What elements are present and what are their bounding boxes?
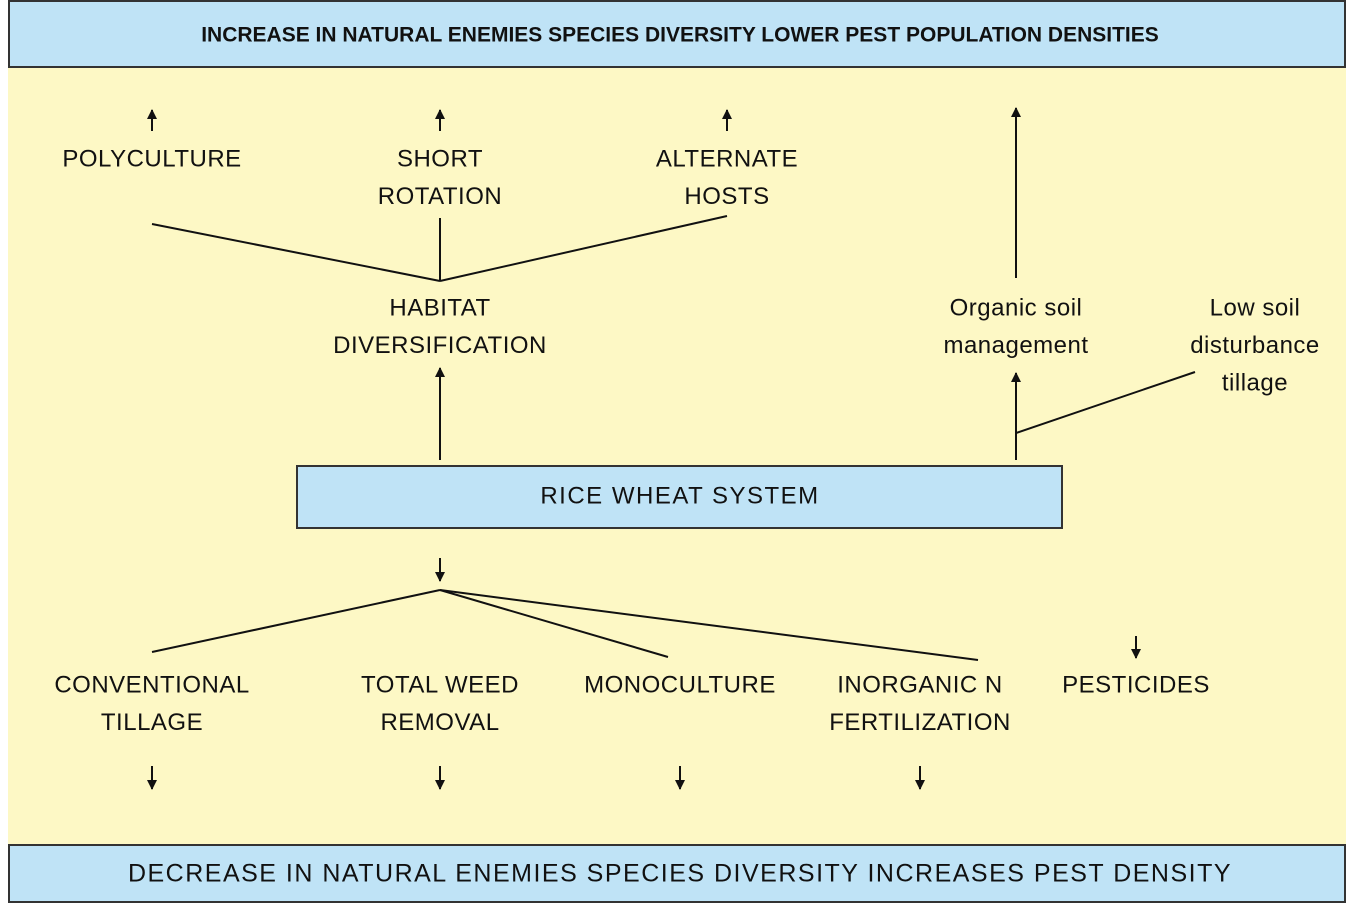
node-label: Low soil <box>1210 294 1301 321</box>
center-label: RICE WHEAT SYSTEM <box>540 482 819 509</box>
node-label: ALTERNATE <box>656 145 798 172</box>
node-label: INORGANIC N <box>837 671 1003 698</box>
node-label: PESTICIDES <box>1062 671 1210 698</box>
node-label: disturbance <box>1190 332 1320 359</box>
node-labels: POLYCULTURE SHORT ROTATION ALTERNATE HOSTS HA… <box>54 145 1319 736</box>
node-label: POLYCULTURE <box>62 145 241 172</box>
node-label: REMOVAL <box>380 709 499 736</box>
header-box <box>8 0 1346 68</box>
node-label: Organic soil <box>950 294 1083 321</box>
footer-box <box>8 844 1346 903</box>
node-label: CONVENTIONAL <box>54 671 249 698</box>
node-label: HABITAT <box>389 294 490 321</box>
node-label: ROTATION <box>378 183 502 210</box>
header-title: INCREASE IN NATURAL ENEMIES SPECIES DIVE… <box>201 24 1159 47</box>
node-label: MONOCULTURE <box>584 671 776 698</box>
node-label: HOSTS <box>684 183 769 210</box>
node-label: TOTAL WEED <box>361 671 519 698</box>
center-box <box>296 465 1063 529</box>
node-label: FERTILIZATION <box>829 709 1011 736</box>
node-label: TILLAGE <box>101 709 203 736</box>
background <box>8 60 1346 850</box>
node-label: SHORT <box>397 145 483 172</box>
footer-title: DECREASE IN NATURAL ENEMIES SPECIES DIVE… <box>128 860 1232 888</box>
node-label: tillage <box>1222 369 1288 396</box>
node-label: DIVERSIFICATION <box>333 332 547 359</box>
connectors <box>147 107 1196 790</box>
node-label: management <box>943 332 1088 359</box>
